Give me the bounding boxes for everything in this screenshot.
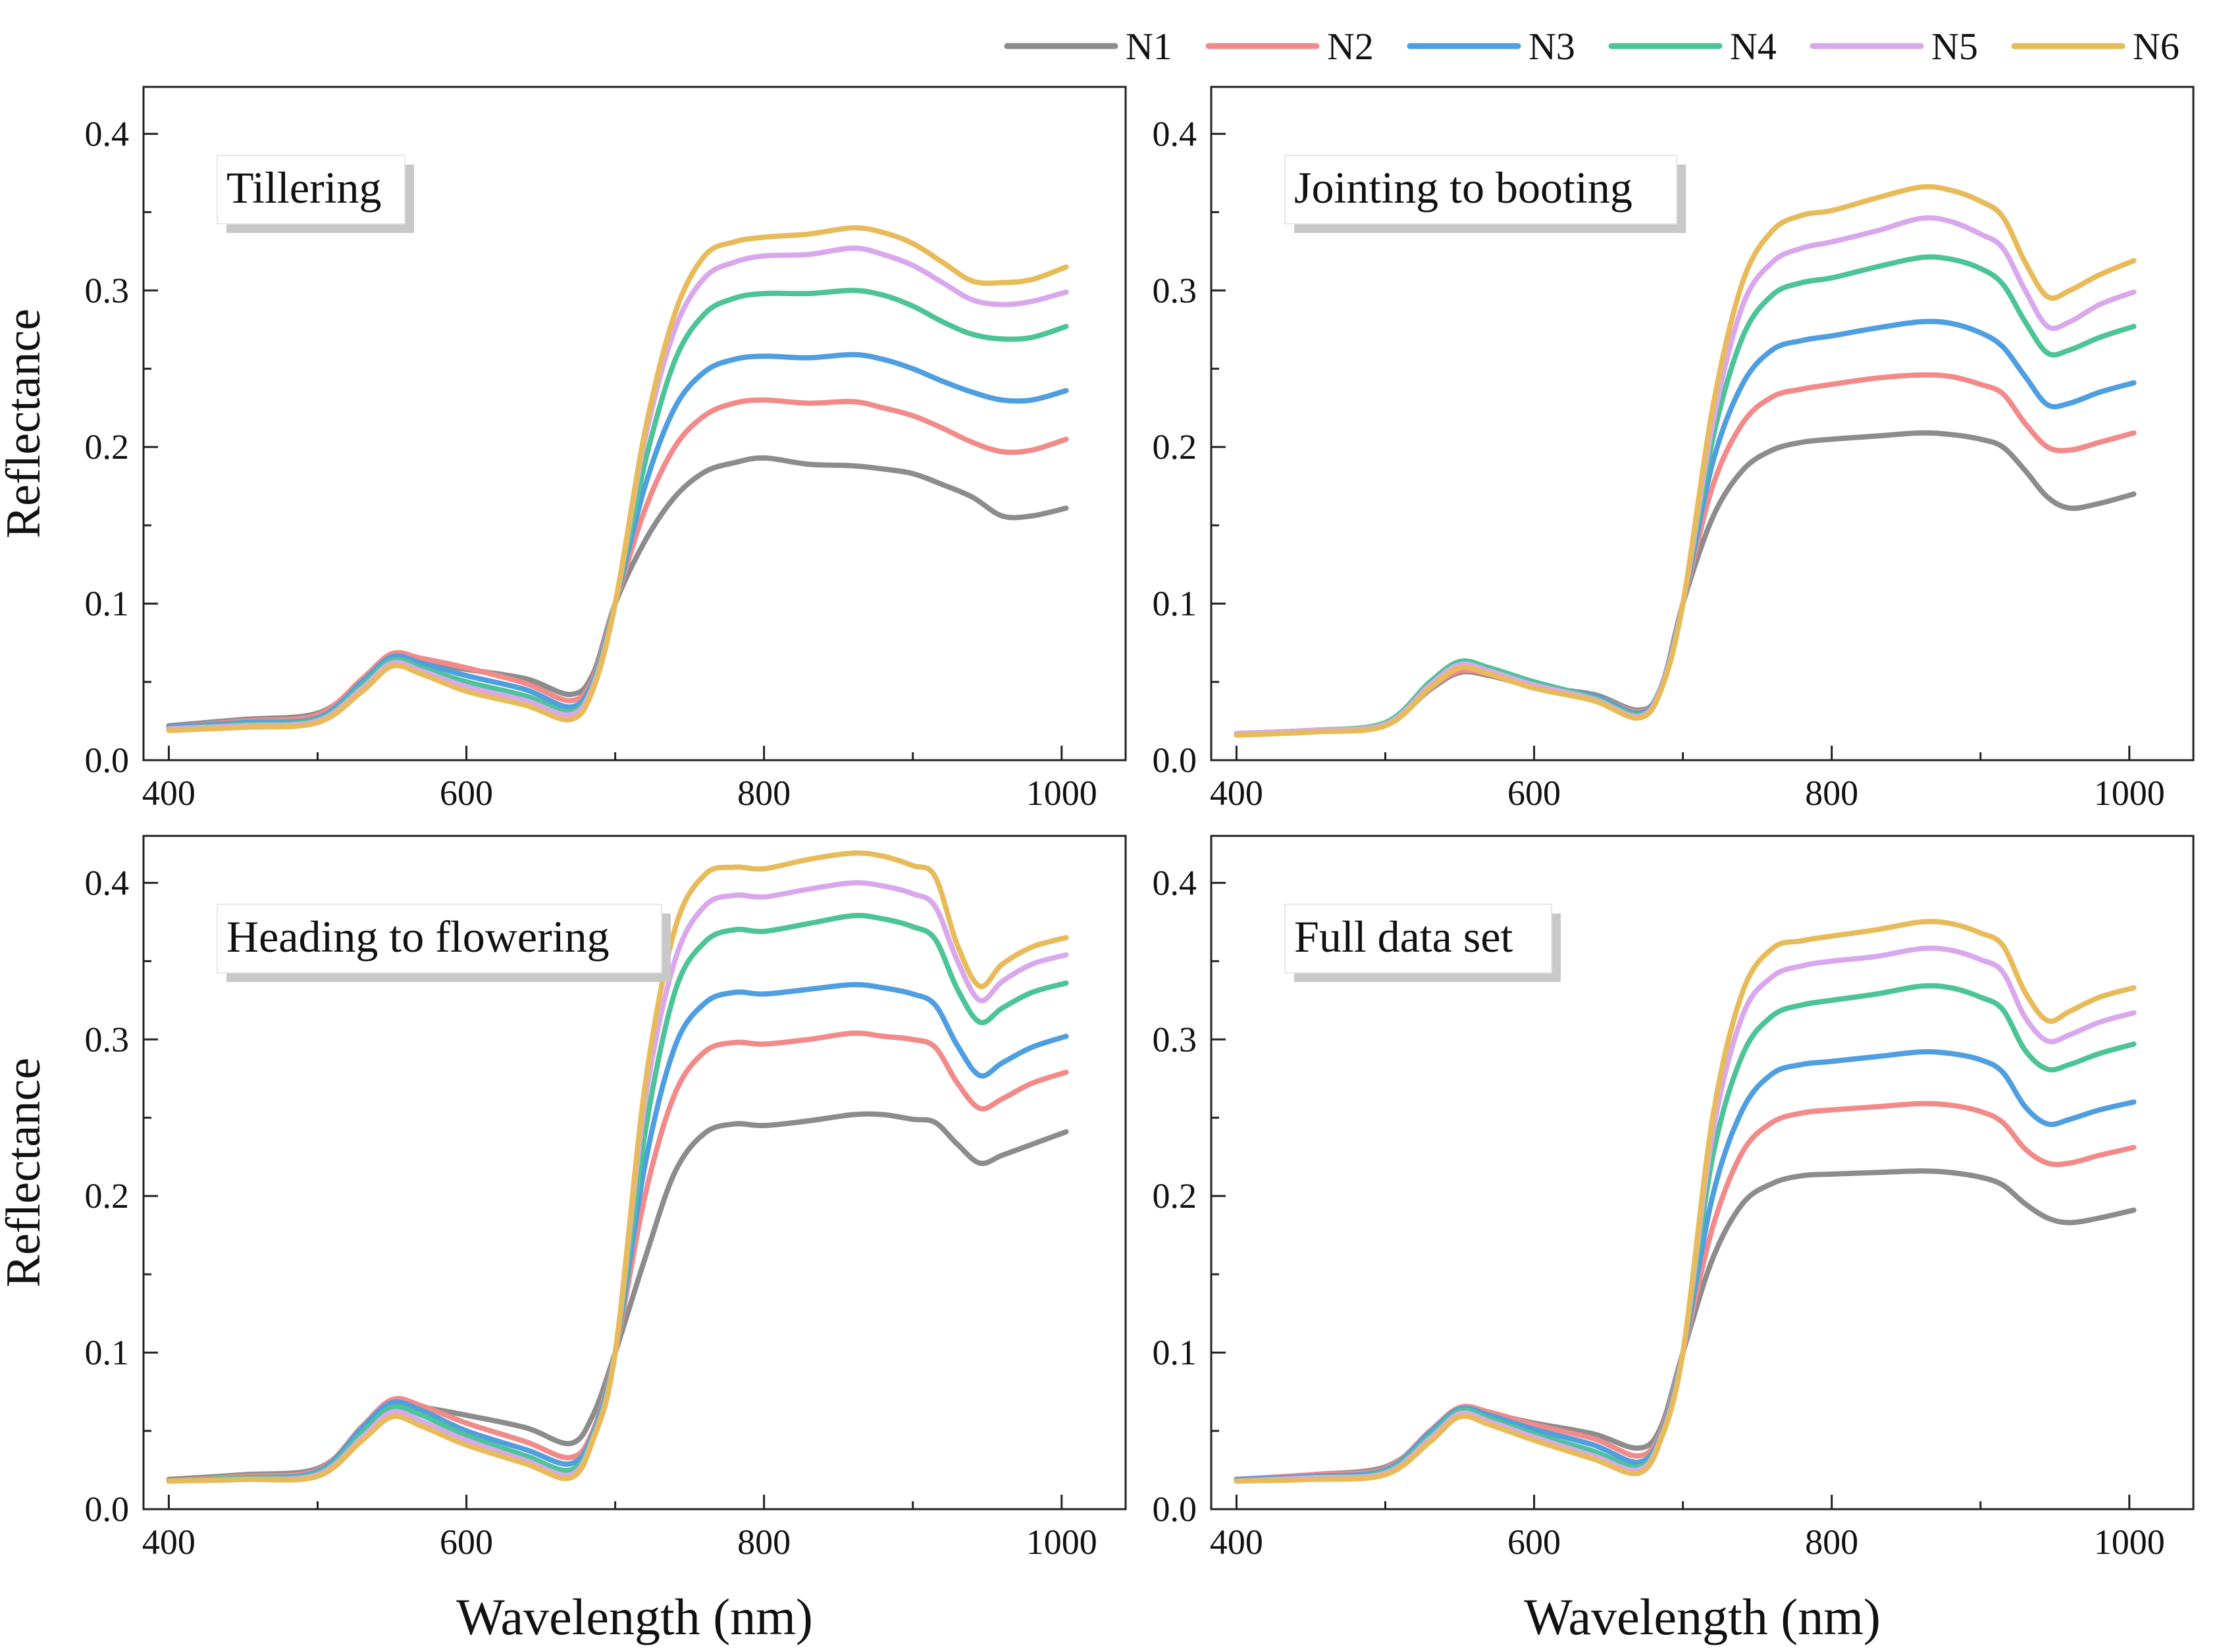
legend-entry-n6: N6 — [2011, 25, 2180, 68]
legend-label-n5: N5 — [1931, 25, 1978, 68]
legend-label-n2: N2 — [1327, 25, 1374, 68]
series-line-n2 — [166, 1030, 1069, 1484]
x-tick-label: 800 — [737, 773, 791, 813]
y-axis-label: Reflectance — [0, 309, 51, 538]
panel-title: Heading to flowering — [226, 912, 610, 962]
x-tick-label: 800 — [1805, 1522, 1858, 1562]
x-tick-label: 600 — [440, 1522, 493, 1562]
series-line-n5 — [1234, 945, 2137, 1484]
y-tick-label: 0.4 — [1153, 863, 1197, 902]
panel-title: Full data set — [1294, 912, 1513, 962]
series-line-n4 — [1234, 254, 2137, 736]
y-tick-label: 0.0 — [85, 740, 130, 780]
y-tick-label: 0.4 — [1153, 114, 1197, 153]
series-line-n6 — [166, 225, 1069, 733]
y-tick-label: 0.1 — [1153, 1333, 1197, 1372]
x-axis-label: Wavelength (nm) — [1524, 1588, 1881, 1645]
y-axis-label: Reflectance — [0, 1058, 51, 1287]
legend: N1 N2 N3 N4 N5 N6 — [1004, 25, 2180, 68]
panel-jointing-to-booting: 400 600 800 1000 0.0 0.1 0.2 0.3 0.4 Jointing to … — [1153, 86, 2195, 813]
x-tick-label: 600 — [1507, 773, 1561, 813]
legend-label-n6: N6 — [2133, 25, 2180, 68]
series-group — [166, 850, 1069, 1484]
panel-title: Jointing to booting — [1294, 163, 1632, 213]
y-tick-label: 0.4 — [85, 863, 130, 902]
panel-title-box: Jointing to booting — [1284, 155, 1686, 233]
legend-label-n3: N3 — [1528, 25, 1575, 68]
panel-title: Tillering — [226, 163, 382, 213]
x-tick-label: 1000 — [2094, 1522, 2165, 1562]
x-tick-label: 400 — [142, 773, 196, 813]
y-tick-label: 0.3 — [85, 271, 130, 310]
legend-entry-n5: N5 — [1810, 25, 1978, 68]
legend-entry-n2: N2 — [1205, 25, 1374, 68]
y-tick-label: 0.0 — [1153, 740, 1197, 780]
x-axis-label: Wavelength (nm) — [456, 1588, 813, 1645]
series-line-n6 — [1234, 184, 2137, 738]
panel-title-background — [1284, 155, 1677, 224]
series-group — [1234, 919, 2137, 1484]
panel-title-box: Heading to flowering — [217, 904, 671, 982]
x-tick-label: 400 — [142, 1522, 196, 1562]
legend-entry-n1: N1 — [1004, 25, 1172, 68]
y-tick-label: 0.0 — [85, 1489, 130, 1529]
panel-title-box: Tillering — [217, 155, 414, 233]
panel-full-data-set: 400 600 800 1000 0.0 0.1 0.2 0.3 0.4 Wavelength (… — [1153, 835, 2195, 1645]
series-line-n4 — [166, 913, 1069, 1484]
x-tick-label: 1000 — [2094, 773, 2165, 813]
y-tick-label: 0.2 — [1153, 1176, 1197, 1216]
panel-title-box: Full data set — [1284, 904, 1561, 982]
x-tick-label: 1000 — [1026, 1522, 1097, 1562]
series-line-n6 — [166, 850, 1069, 1484]
x-tick-label: 600 — [440, 773, 493, 813]
y-tick-label: 0.3 — [85, 1020, 130, 1059]
x-tick-label: 600 — [1507, 1522, 1561, 1562]
series-line-n3 — [166, 981, 1069, 1484]
y-tick-label: 0.2 — [85, 1176, 130, 1216]
y-tick-label: 0.2 — [1153, 427, 1197, 467]
series-line-n5 — [1234, 215, 2137, 736]
y-tick-label: 0.4 — [85, 114, 130, 153]
legend-entry-n3: N3 — [1407, 25, 1575, 68]
x-tick-label: 400 — [1210, 773, 1263, 813]
legend-label-n1: N1 — [1126, 25, 1172, 68]
x-tick-label: 400 — [1210, 1522, 1263, 1562]
y-tick-label: 0.1 — [85, 1333, 130, 1372]
panel-tillering: 400 600 800 1000 0.0 0.1 0.2 0.3 0.4 Reflectance T… — [0, 86, 1127, 813]
series-group — [1234, 184, 2137, 738]
y-tick-label: 0.3 — [1153, 271, 1197, 310]
series-line-n5 — [166, 880, 1069, 1484]
panels: 400 600 800 1000 0.0 0.1 0.2 0.3 0.4 Reflectance T… — [0, 86, 2195, 1645]
series-line-n4 — [1234, 983, 2137, 1484]
panel-title-background — [217, 904, 662, 973]
legend-entry-n4: N4 — [1608, 25, 1777, 68]
panel-title-background — [217, 155, 405, 224]
y-tick-label: 0.1 — [1153, 584, 1197, 623]
y-tick-label: 0.0 — [1153, 1489, 1197, 1529]
x-tick-label: 800 — [1805, 773, 1858, 813]
y-tick-label: 0.1 — [85, 584, 130, 623]
y-tick-label: 0.2 — [85, 427, 130, 467]
y-tick-label: 0.3 — [1153, 1020, 1197, 1059]
panel-heading-to-flowering: 400 600 800 1000 0.0 0.1 0.2 0.3 0.4 Reflectance W… — [0, 835, 1127, 1645]
x-tick-label: 800 — [737, 1522, 791, 1562]
legend-label-n4: N4 — [1730, 25, 1777, 68]
series-line-n2 — [1234, 372, 2137, 736]
panel-title-background — [1284, 904, 1552, 973]
x-tick-label: 1000 — [1026, 773, 1097, 813]
series-line-n6 — [1234, 919, 2137, 1484]
series-group — [166, 225, 1069, 733]
